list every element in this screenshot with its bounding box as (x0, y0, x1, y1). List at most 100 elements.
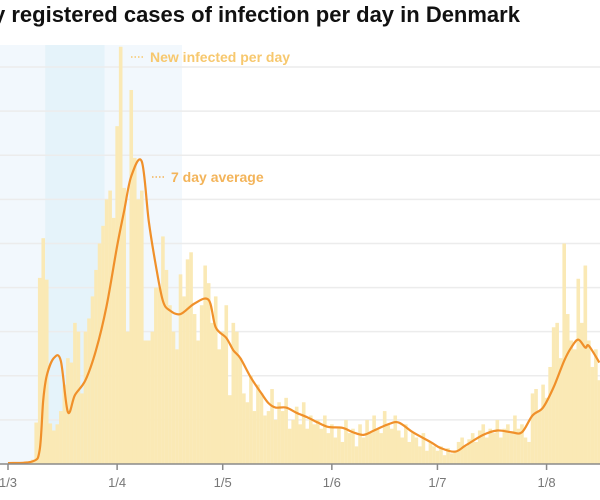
x-tick-label: 1/6 (323, 475, 341, 490)
bar (168, 305, 172, 464)
bar (534, 389, 538, 464)
bar (580, 322, 584, 464)
x-tick-label: 1/8 (538, 475, 556, 490)
bar (277, 402, 281, 464)
bar (140, 190, 144, 464)
bar (523, 437, 528, 464)
bar (400, 437, 405, 464)
bar (446, 448, 450, 464)
bar (421, 433, 426, 464)
bar (157, 287, 162, 464)
bar (562, 243, 566, 464)
bar (80, 393, 84, 464)
bar (393, 415, 398, 464)
bar (203, 265, 207, 464)
bar (548, 366, 552, 464)
bar (530, 393, 535, 464)
bar (386, 424, 390, 464)
bar (224, 305, 229, 464)
bar (245, 402, 250, 464)
bar (330, 424, 334, 464)
bar (499, 437, 503, 464)
bar (558, 358, 563, 464)
bar (555, 322, 559, 464)
bar (154, 287, 158, 464)
bar (463, 446, 468, 464)
bar (344, 419, 348, 464)
bar (210, 322, 214, 464)
bar (129, 89, 134, 464)
bar (59, 411, 63, 464)
bar (502, 428, 507, 464)
bar (492, 433, 496, 464)
bar (516, 428, 521, 464)
bar (351, 428, 355, 464)
bar (572, 349, 577, 464)
chart-title: y registered cases of infection per day … (0, 2, 520, 27)
bar (48, 423, 53, 464)
bar (326, 433, 331, 464)
bar (583, 265, 588, 464)
bar (284, 397, 288, 464)
bar (298, 424, 302, 464)
bar (217, 349, 222, 464)
bar (470, 433, 475, 464)
bar (453, 450, 457, 464)
bar (235, 331, 239, 464)
bar (41, 238, 46, 464)
bar (34, 422, 38, 464)
bar (488, 428, 493, 464)
bar (196, 340, 200, 464)
bar (118, 46, 123, 464)
x-tick-label: 1/3 (0, 475, 17, 490)
bar (228, 395, 232, 464)
bar (213, 296, 218, 464)
bar (164, 269, 169, 464)
bar (122, 187, 126, 464)
bar (111, 217, 116, 464)
bar (365, 419, 369, 464)
bar (333, 437, 338, 464)
bar (178, 274, 183, 464)
bar (513, 415, 517, 464)
bar (52, 430, 56, 464)
bar (372, 415, 376, 464)
bar (382, 411, 387, 464)
bar (161, 236, 165, 464)
bar (270, 389, 274, 464)
bar (449, 453, 454, 464)
legend-label-7-day-average: 7 day average (171, 169, 264, 185)
bar (544, 397, 549, 464)
bar (337, 428, 341, 464)
legend-label-new-infected: New infected per day (150, 49, 290, 65)
bar (252, 411, 257, 464)
bar (291, 419, 295, 464)
bar (520, 424, 524, 464)
bar (69, 362, 74, 464)
bar (104, 199, 109, 465)
bar (442, 455, 447, 464)
bar (55, 424, 60, 464)
bar (456, 441, 461, 464)
bar (182, 296, 186, 464)
bar (308, 415, 313, 464)
x-tick-label: 1/4 (108, 475, 126, 490)
bar (220, 331, 225, 464)
bar (83, 331, 88, 464)
bar (238, 358, 243, 464)
bar (541, 384, 545, 464)
bar (477, 430, 482, 464)
bar (474, 441, 478, 464)
bar (375, 428, 380, 464)
bar (587, 340, 591, 464)
bar (537, 411, 542, 464)
bar (37, 277, 42, 464)
bar (323, 415, 327, 464)
bar (101, 225, 105, 464)
bar (147, 340, 151, 464)
bar (94, 269, 98, 464)
bar (354, 446, 359, 464)
bar (407, 441, 412, 464)
bar (136, 199, 141, 465)
